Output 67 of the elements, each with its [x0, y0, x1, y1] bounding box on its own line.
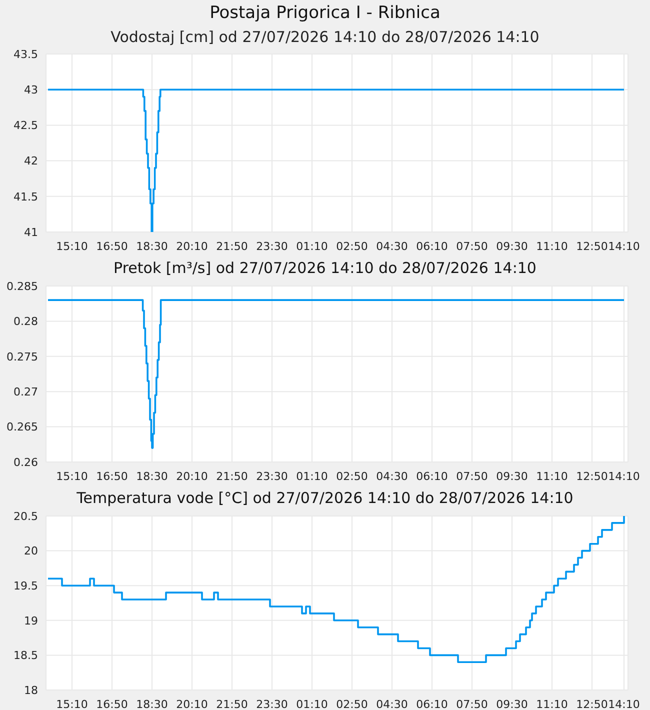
y-tick-label: 41: [24, 226, 38, 239]
x-tick-label: 18:30: [136, 240, 168, 253]
x-tick-label: 01:10: [296, 470, 328, 483]
x-tick-label: 06:10: [416, 240, 448, 253]
x-tick-label: 15:10: [56, 240, 88, 253]
chart-title: Pretok [m³/s] od 27/07/2026 14:10 do 28/07/2026 14:10: [114, 259, 536, 277]
x-tick-label: 23:30: [256, 470, 288, 483]
y-tick-label: 43: [24, 84, 38, 97]
x-tick-label: 04:30: [376, 698, 408, 710]
x-tick-label: 12:50: [576, 470, 608, 483]
chart-title: Temperatura vode [°C] od 27/07/2026 14:10 do 28/07/2026 14:10: [76, 489, 574, 507]
y-tick-label: 0.275: [6, 350, 38, 364]
x-tick-label: 12:50: [576, 698, 608, 710]
x-tick-label: 02:50: [336, 470, 368, 483]
x-tick-label: 16:50: [96, 698, 128, 710]
x-tick-label: 12:50: [576, 240, 608, 253]
y-tick-label: 0.285: [6, 280, 38, 293]
x-tick-label: 16:50: [96, 240, 128, 253]
y-tick-label: 18: [24, 684, 38, 697]
y-tick-label: 0.27: [14, 386, 38, 399]
x-tick-label: 20:10: [176, 240, 208, 253]
y-tick-label: 20: [24, 544, 38, 558]
x-tick-label: 09:30: [496, 470, 528, 483]
y-tick-label: 18.5: [14, 649, 38, 662]
chart-subtitle: Vodostaj [cm] od 27/07/2026 14:10 do 28/07/2026 14:10: [110, 28, 540, 46]
y-tick-label: 0.265: [6, 420, 38, 434]
x-tick-label: 21:50: [216, 698, 248, 710]
x-tick-label: 01:10: [296, 240, 328, 253]
x-tick-label: 14:10: [608, 698, 640, 710]
x-tick-label: 07:50: [456, 470, 488, 483]
x-tick-label: 02:50: [336, 698, 368, 710]
x-tick-label: 11:10: [536, 470, 568, 483]
x-tick-label: 07:50: [456, 240, 488, 253]
x-tick-label: 04:30: [376, 240, 408, 253]
x-tick-label: 20:10: [176, 470, 208, 483]
x-tick-label: 18:30: [136, 698, 168, 710]
y-tick-label: 19: [24, 614, 38, 628]
y-tick-label: 19.5: [14, 580, 38, 593]
x-tick-label: 14:10: [608, 470, 640, 483]
x-tick-label: 15:10: [56, 698, 88, 710]
x-tick-label: 16:50: [96, 470, 128, 483]
x-tick-label: 09:30: [496, 240, 528, 253]
y-tick-label: 42.5: [14, 119, 38, 132]
x-tick-label: 04:30: [376, 470, 408, 483]
x-tick-label: 11:10: [536, 240, 568, 253]
x-tick-label: 06:10: [416, 698, 448, 710]
x-tick-label: 07:50: [456, 698, 488, 710]
x-tick-label: 15:10: [56, 470, 88, 483]
y-tick-label: 43.5: [14, 48, 38, 61]
x-tick-label: 06:10: [416, 470, 448, 483]
x-tick-label: 23:30: [256, 698, 288, 710]
x-tick-label: 11:10: [536, 698, 568, 710]
y-tick-label: 0.28: [14, 315, 38, 328]
x-tick-label: 14:10: [608, 240, 640, 253]
x-tick-label: 21:50: [216, 470, 248, 483]
x-tick-label: 01:10: [296, 698, 328, 710]
chart-title: Postaja Prigorica I - Ribnica: [208, 2, 442, 25]
x-tick-label: 23:30: [256, 240, 288, 253]
y-tick-label: 20.5: [14, 510, 38, 523]
x-tick-label: 02:50: [336, 240, 368, 253]
y-tick-label: 0.26: [14, 456, 38, 469]
x-tick-label: 20:10: [176, 698, 208, 710]
x-tick-label: 09:30: [496, 698, 528, 710]
x-tick-label: 18:30: [136, 470, 168, 483]
x-tick-label: 21:50: [216, 240, 248, 253]
y-tick-label: 41.5: [14, 190, 38, 204]
y-tick-label: 42: [24, 154, 38, 168]
